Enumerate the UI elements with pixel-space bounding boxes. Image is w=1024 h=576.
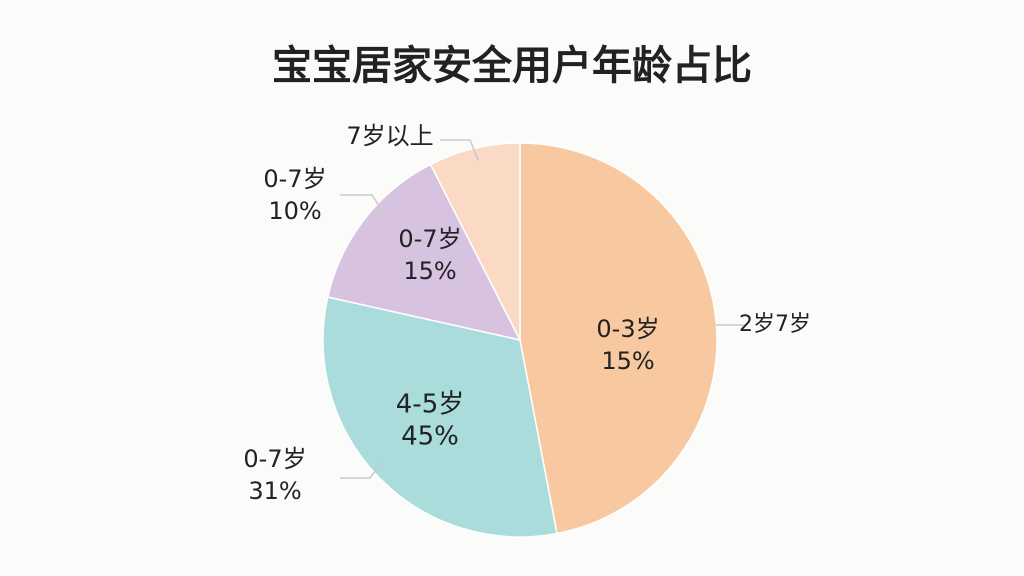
chart-title: 宝宝居家安全用户年龄占比 — [272, 43, 752, 89]
slice-label: 0-7岁 — [263, 165, 326, 193]
slice-label: 45% — [401, 422, 459, 452]
slice-label: 4-5岁 — [396, 390, 464, 420]
slice-label: 31% — [248, 477, 301, 505]
slice-label: 2岁7岁 — [739, 312, 811, 337]
pie-slice — [519, 142, 718, 535]
slice-label: 0-7岁 — [243, 445, 306, 473]
leader-line — [440, 139, 479, 161]
slice-label: 10% — [268, 197, 321, 225]
pie-slice — [326, 163, 522, 342]
slice-label: 0-7岁 — [398, 225, 461, 253]
leader-line — [340, 461, 383, 479]
slice-label: 15% — [601, 347, 654, 375]
leader-line — [340, 194, 386, 216]
slice-label: 7岁以上 — [346, 122, 433, 150]
slice-label: 0-3岁 — [596, 315, 659, 343]
pie-slice — [322, 296, 558, 538]
slice-label: 15% — [403, 257, 456, 285]
